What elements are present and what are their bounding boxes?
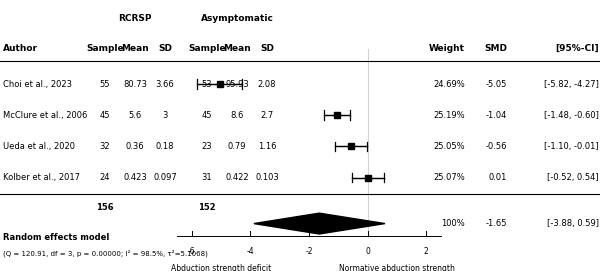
Text: Ueda et al., 2020: Ueda et al., 2020 (3, 142, 75, 151)
Text: 0.18: 0.18 (156, 142, 174, 151)
Text: -1.65: -1.65 (485, 219, 507, 228)
Text: [-1.10, -0.01]: [-1.10, -0.01] (544, 142, 599, 151)
Text: 0.01: 0.01 (488, 173, 507, 182)
Text: Random effects model: Random effects model (3, 233, 109, 242)
Text: 100%: 100% (441, 219, 465, 228)
Text: -5.05: -5.05 (485, 79, 507, 89)
Text: 152: 152 (198, 203, 216, 212)
Text: 23: 23 (202, 142, 212, 151)
Text: [-1.48, -0.60]: [-1.48, -0.60] (544, 111, 599, 120)
Text: Weight: Weight (429, 44, 465, 53)
Text: 2: 2 (424, 247, 429, 256)
Text: 8.6: 8.6 (230, 111, 244, 120)
Text: Sample: Sample (86, 44, 124, 53)
Text: Asymptomatic: Asymptomatic (200, 14, 274, 24)
Text: 55: 55 (100, 79, 110, 89)
Text: SD: SD (260, 44, 274, 53)
Text: -2: -2 (305, 247, 313, 256)
Text: 5.6: 5.6 (128, 111, 142, 120)
Text: [-0.52, 0.54]: [-0.52, 0.54] (547, 173, 599, 182)
Text: 0.097: 0.097 (153, 173, 177, 182)
Text: Sample: Sample (188, 44, 226, 53)
Text: 1.16: 1.16 (258, 142, 276, 151)
Text: Normative abduction strength: Normative abduction strength (339, 264, 455, 271)
Text: 0: 0 (365, 247, 370, 256)
Text: McClure et al., 2006: McClure et al., 2006 (3, 111, 88, 120)
Text: SMD: SMD (484, 44, 507, 53)
Text: 2.7: 2.7 (260, 111, 274, 120)
Text: 80.73: 80.73 (123, 79, 147, 89)
Text: 0.423: 0.423 (123, 173, 147, 182)
Text: -6: -6 (188, 247, 196, 256)
Text: 31: 31 (202, 173, 212, 182)
Text: 0.36: 0.36 (125, 142, 145, 151)
Text: Mean: Mean (121, 44, 149, 53)
Text: Author: Author (3, 44, 38, 53)
Text: 25.07%: 25.07% (433, 173, 465, 182)
Text: 3.66: 3.66 (155, 79, 175, 89)
Text: Choi et al., 2023: Choi et al., 2023 (3, 79, 72, 89)
Text: [95%-CI]: [95%-CI] (555, 44, 599, 53)
Text: Abduction strength deficit: Abduction strength deficit (171, 264, 271, 271)
Text: 25.05%: 25.05% (433, 142, 465, 151)
Text: RCRSP: RCRSP (118, 14, 152, 24)
Text: -0.56: -0.56 (485, 142, 507, 151)
Text: 0.422: 0.422 (225, 173, 249, 182)
Text: 25.19%: 25.19% (433, 111, 465, 120)
Text: 45: 45 (202, 111, 212, 120)
Text: Mean: Mean (223, 44, 251, 53)
Text: 53: 53 (202, 79, 212, 89)
Text: 0.103: 0.103 (255, 173, 279, 182)
Text: [-3.88, 0.59]: [-3.88, 0.59] (547, 219, 599, 228)
Text: 3: 3 (163, 111, 167, 120)
Text: 24.69%: 24.69% (433, 79, 465, 89)
Text: 24: 24 (100, 173, 110, 182)
Text: Kolber et al., 2017: Kolber et al., 2017 (3, 173, 80, 182)
Text: SD: SD (158, 44, 172, 53)
Text: (Q = 120.91, df = 3, p = 0.00000; I² = 98.5%, τ²=5.1068): (Q = 120.91, df = 3, p = 0.00000; I² = 9… (3, 250, 208, 257)
Text: 32: 32 (100, 142, 110, 151)
Text: 156: 156 (96, 203, 114, 212)
Text: 2.08: 2.08 (258, 79, 276, 89)
Text: 0.79: 0.79 (228, 142, 246, 151)
Polygon shape (254, 213, 385, 234)
Text: -1.04: -1.04 (485, 111, 507, 120)
Text: 95.93: 95.93 (225, 79, 249, 89)
Text: [-5.82, -4.27]: [-5.82, -4.27] (544, 79, 599, 89)
Text: 45: 45 (100, 111, 110, 120)
Text: -4: -4 (247, 247, 254, 256)
